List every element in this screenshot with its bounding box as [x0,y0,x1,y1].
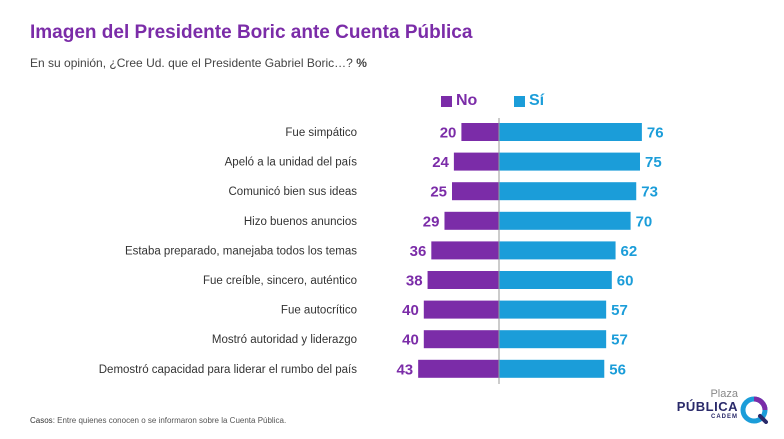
footer-label: Casos [30,416,53,425]
legend-si: Sí [514,92,544,110]
logo-line-3: CADEM [711,414,738,420]
bar-si [499,300,607,319]
subtitle-unit: % [356,56,367,70]
logo-icon [740,396,768,424]
bar-no [461,123,499,141]
bar-si [499,241,616,260]
bar-no [423,330,499,349]
data-label-no: 38 [406,273,423,290]
category-label: Estaba preparado, manejaba todos los tem… [125,245,357,257]
data-label-no: 40 [402,332,419,349]
chart-title: Imagen del Presidente Boric ante Cuenta … [30,22,473,43]
data-label-si: 57 [611,332,628,349]
bar-si [499,182,637,201]
bar-no [427,271,499,289]
legend-no-swatch [441,95,452,107]
legend-si-swatch [514,95,525,107]
bar-no [453,152,499,171]
bar-si [499,330,607,349]
data-label-si: 75 [645,154,662,171]
category-label: Fue autocrítico [281,305,357,317]
plaza-publica-logo: Plaza PÚBLICA CADEM [676,388,774,428]
data-label-si: 60 [617,273,634,290]
bar-no [452,182,499,201]
footer-text: : Entre quienes conocen o se informaron … [52,416,287,425]
category-label: Demostró capacidad para liderar el rumbo… [99,364,357,376]
category-label: Hizo buenos anuncios [244,216,357,228]
data-label-no: 24 [432,154,449,171]
category-label: Mostró autoridad y liderazgo [212,334,357,346]
bar-no [423,300,499,319]
category-label: Fue simpático [285,127,357,139]
bar-no [444,211,499,230]
category-label: Comunicó bien sus ideas [229,186,358,198]
data-label-no: 40 [402,302,419,319]
subtitle-question: En su opinión, ¿Cree Ud. que el Presiden… [30,56,353,70]
bar-si [499,123,642,141]
data-label-no: 36 [410,243,427,260]
bar-si [499,271,612,289]
chart-subtitle: En su opinión, ¿Cree Ud. que el Presiden… [30,56,367,70]
bar-si [499,152,640,171]
legend-si-label: Sí [529,92,545,109]
data-label-si: 76 [647,125,664,142]
category-label: Fue creíble, sincero, auténtico [203,275,357,287]
bar-no [431,241,499,260]
data-label-si: 62 [621,243,638,260]
data-label-si: 57 [611,302,628,319]
bar-si [499,211,631,230]
data-label-no: 25 [430,184,447,201]
data-label-no: 20 [440,125,457,142]
bar-si [499,359,605,378]
data-label-si: 56 [609,361,626,378]
data-label-si: 73 [641,184,658,201]
logo-line-1: Plaza [710,388,738,400]
data-label-si: 70 [636,213,653,230]
legend-no: No [441,92,477,110]
data-label-no: 29 [423,213,440,230]
data-label-no: 43 [396,361,413,378]
bar-no [418,359,499,378]
legend-no-label: No [456,92,478,109]
category-label: Apeló a la unidad del país [225,157,358,169]
footer-note: Casos: Entre quienes conocen o se inform… [30,416,286,425]
logo-line-2: PÚBLICA [676,399,738,414]
